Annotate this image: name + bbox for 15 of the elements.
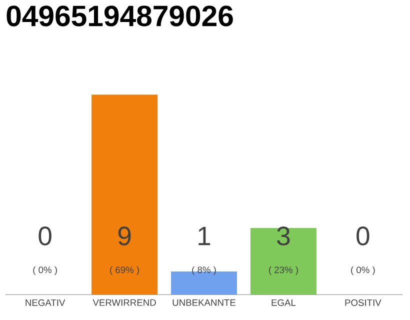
x-tick-label: UNBEKANNTE xyxy=(172,299,236,306)
annotation: 9 xyxy=(118,226,131,246)
annotation: 0 xyxy=(356,226,370,246)
data-label: ( 0% ) xyxy=(33,266,57,275)
annotation: 3 xyxy=(277,226,290,246)
x-tick-label: NEGATIV xyxy=(26,299,66,306)
data-label: ( 69% ) xyxy=(110,266,139,275)
x-tick-label: VERWIRREND xyxy=(92,299,156,306)
data-label: ( 0% ) xyxy=(351,266,375,275)
annotation: 0 xyxy=(38,226,52,246)
chart-title: 04965194879026 xyxy=(6,6,233,26)
x-tick-label: EGAL xyxy=(272,299,296,306)
x-tick-label: POSITIV xyxy=(345,299,382,306)
annotation: 1 xyxy=(198,226,210,246)
data-label: ( 23% ) xyxy=(269,266,298,275)
